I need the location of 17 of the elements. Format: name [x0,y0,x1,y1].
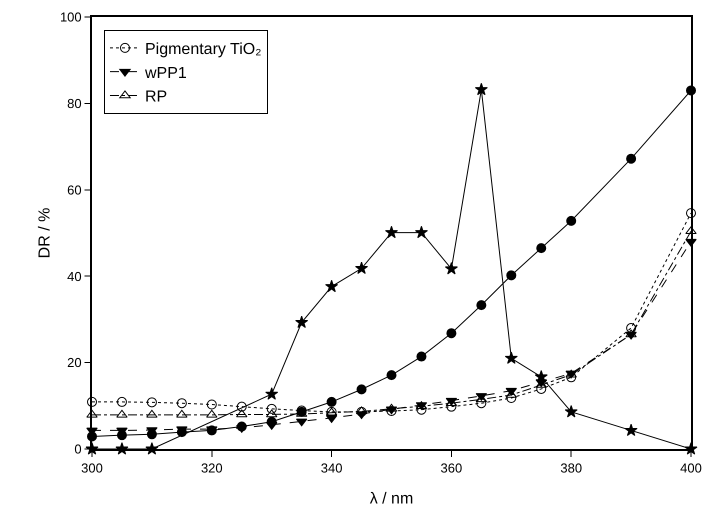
x-tick-label: 360 [440,460,462,476]
x-axis-title: λ / nm [370,490,414,508]
y-tick-label: 20 [67,355,82,370]
y-tick-label: 60 [67,182,82,198]
legend-label: RP [144,88,168,106]
legend-label: wPP1 [144,64,187,82]
y-tick-label: 40 [67,268,82,284]
y-axis-title: DR / % [36,208,54,258]
y-tick-label: 100 [60,10,82,25]
y-tick-label: 80 [67,96,82,111]
x-tick-label: 380 [560,460,582,476]
x-tick-label: 340 [320,460,342,476]
y-tick-label: 0 [74,442,82,457]
x-tick-label: 300 [81,460,103,476]
x-tick-label: 320 [200,460,223,476]
legend-label: Pigmentary TiO₂ [144,41,262,58]
x-tick-label: 400 [680,460,702,476]
